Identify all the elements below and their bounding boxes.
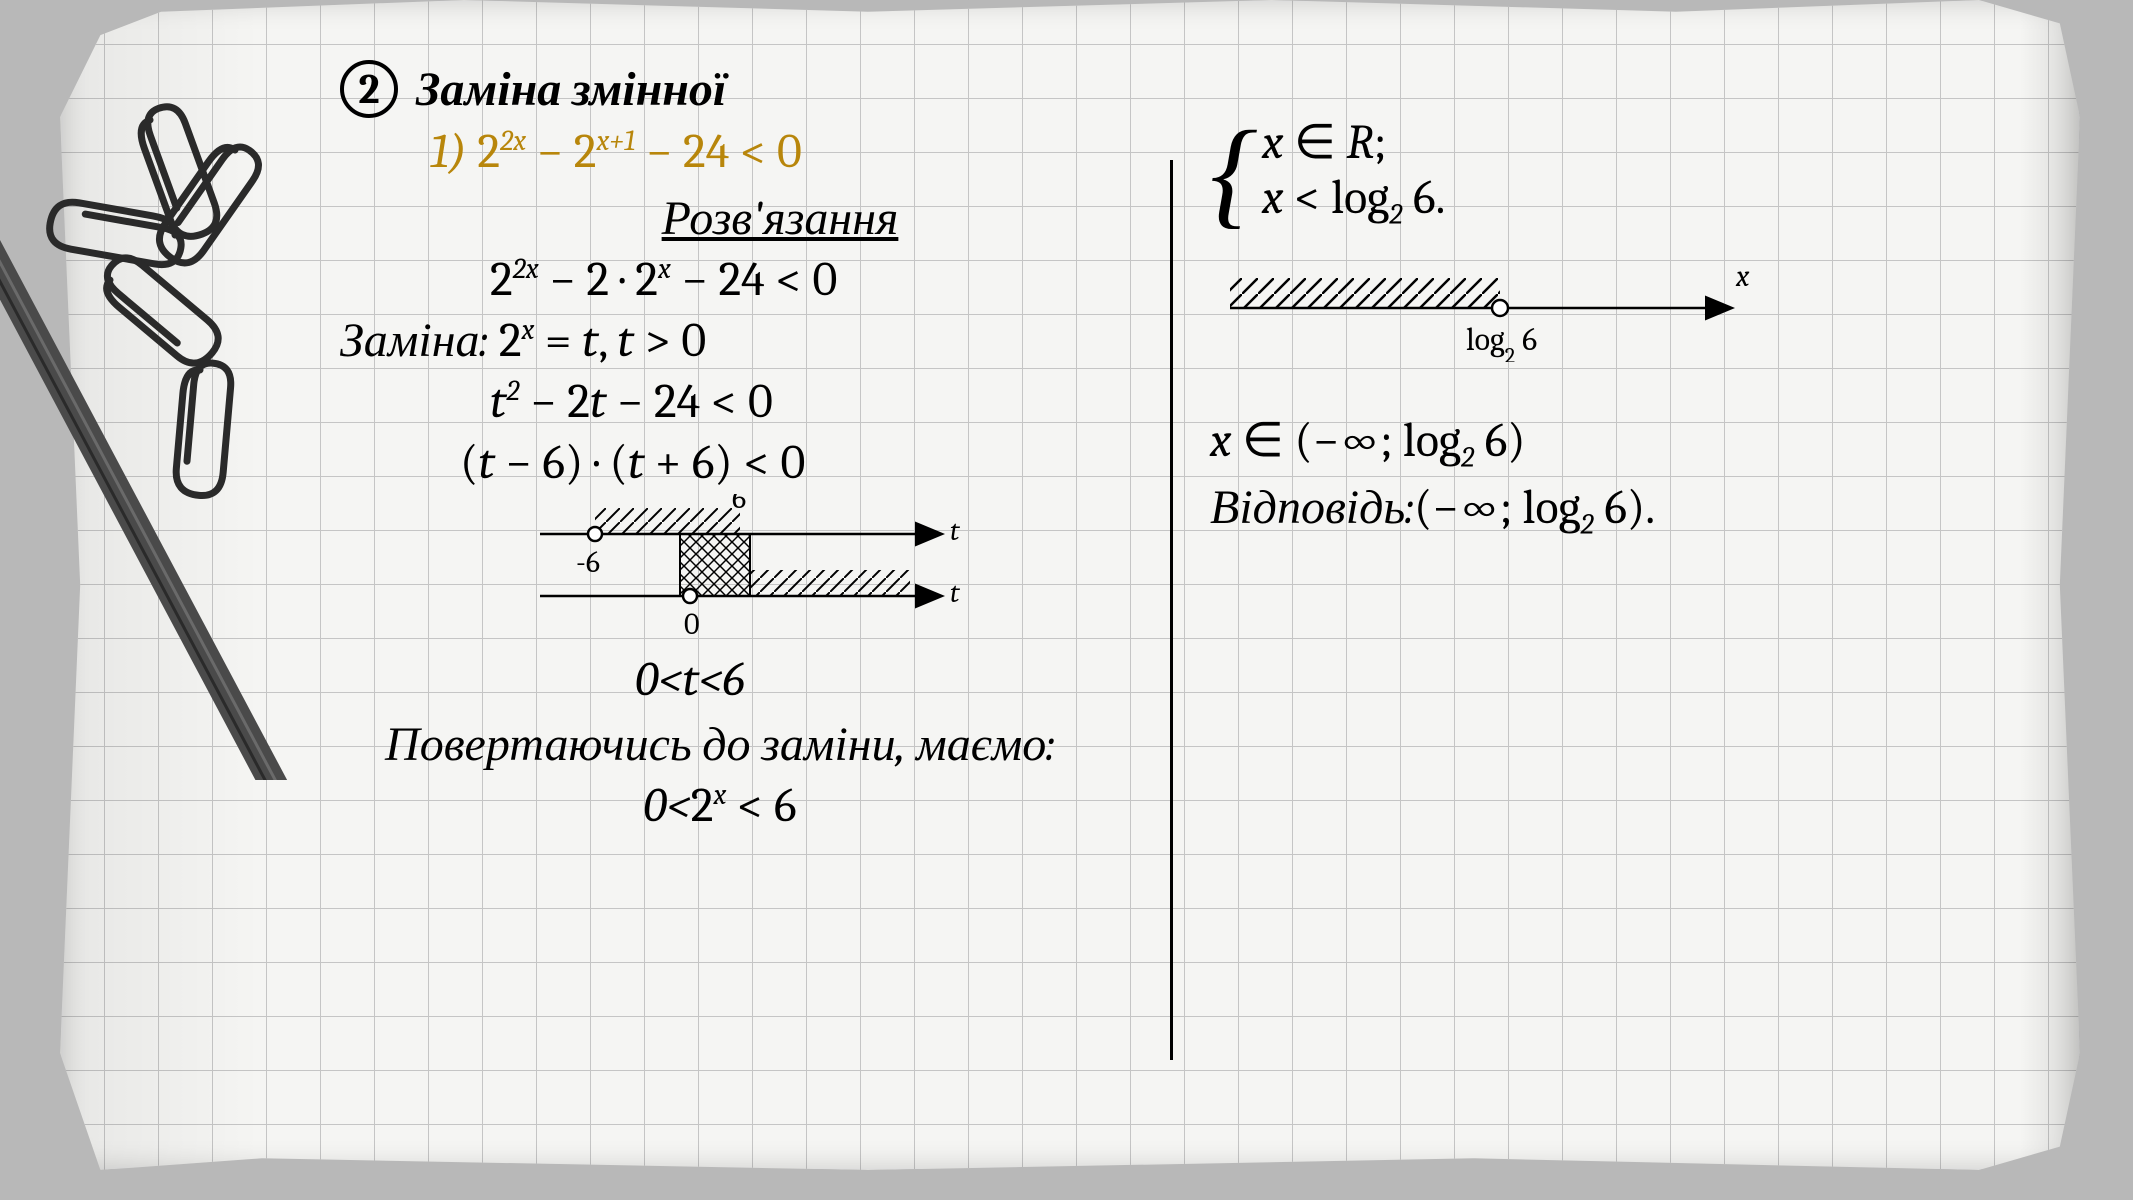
answer-row: Відповідь:(−∞; log2 6). xyxy=(1210,480,1930,542)
problem-statement: 1) 22x − 2x+1 − 24 < 0 xyxy=(430,124,1120,179)
system-row-1: x ∈ R; xyxy=(1262,114,1445,170)
label-6: 6 xyxy=(732,494,746,516)
conclusion-x-in: x ∈ (−∞; log2 6) xyxy=(1210,412,1930,475)
right-column: { x ∈ R; x < log2 6. xyxy=(1210,84,1930,544)
paper-sheet: 2 Заміна змінної 1) 22x − 2x+1 − 24 < 0 … xyxy=(60,0,2080,1170)
solution-step-2: t2 − 2t − 24 < 0 xyxy=(490,374,1120,429)
section-title: Заміна змінної xyxy=(416,62,726,117)
label-0: 0 xyxy=(684,607,700,642)
left-column: 2 Заміна змінної 1) 22x − 2x+1 − 24 < 0 … xyxy=(340,60,1120,833)
solution-heading: Розв'язання xyxy=(430,191,1130,246)
number-line-x: x log2 6 xyxy=(1210,262,1770,362)
number-line-t: t -6 6 t 0 xyxy=(480,494,1000,644)
content-area: 2 Заміна змінної 1) 22x − 2x+1 − 24 < 0 … xyxy=(340,60,2100,1160)
label-log26: log2 6 xyxy=(1466,321,1537,362)
title-row: 2 Заміна змінної xyxy=(340,60,1120,118)
problem-label: 1) xyxy=(430,124,467,179)
system-row-2: x < log2 6. xyxy=(1262,170,1445,232)
label-neg6: -6 xyxy=(576,545,600,580)
t-interval: 0<t<6 xyxy=(340,652,1040,707)
vertical-divider xyxy=(1170,160,1173,1060)
returning-text: Повертаючись до заміни, маємо: xyxy=(340,717,1100,772)
substitution-label: Заміна: xyxy=(340,313,488,368)
axis-label-t-lower: t xyxy=(950,577,961,609)
substitution-row: Заміна: 2x = t, t > 0 xyxy=(340,313,1120,368)
solution-step-1: 22x − 2 · 2x − 24 < 0 xyxy=(490,252,1120,307)
axis-label-t-upper: t xyxy=(950,515,961,547)
axis-label-x: x xyxy=(1735,262,1750,294)
solution-step-3: (t − 6) · (t + 6) < 0 xyxy=(460,435,1120,490)
answer-label: Відповідь: xyxy=(1210,480,1414,535)
section-number: 2 xyxy=(340,60,398,118)
system-brace: { x ∈ R; x < log2 6. xyxy=(1210,114,1930,232)
final-inequality: 0<2x < 6 xyxy=(340,778,1100,833)
